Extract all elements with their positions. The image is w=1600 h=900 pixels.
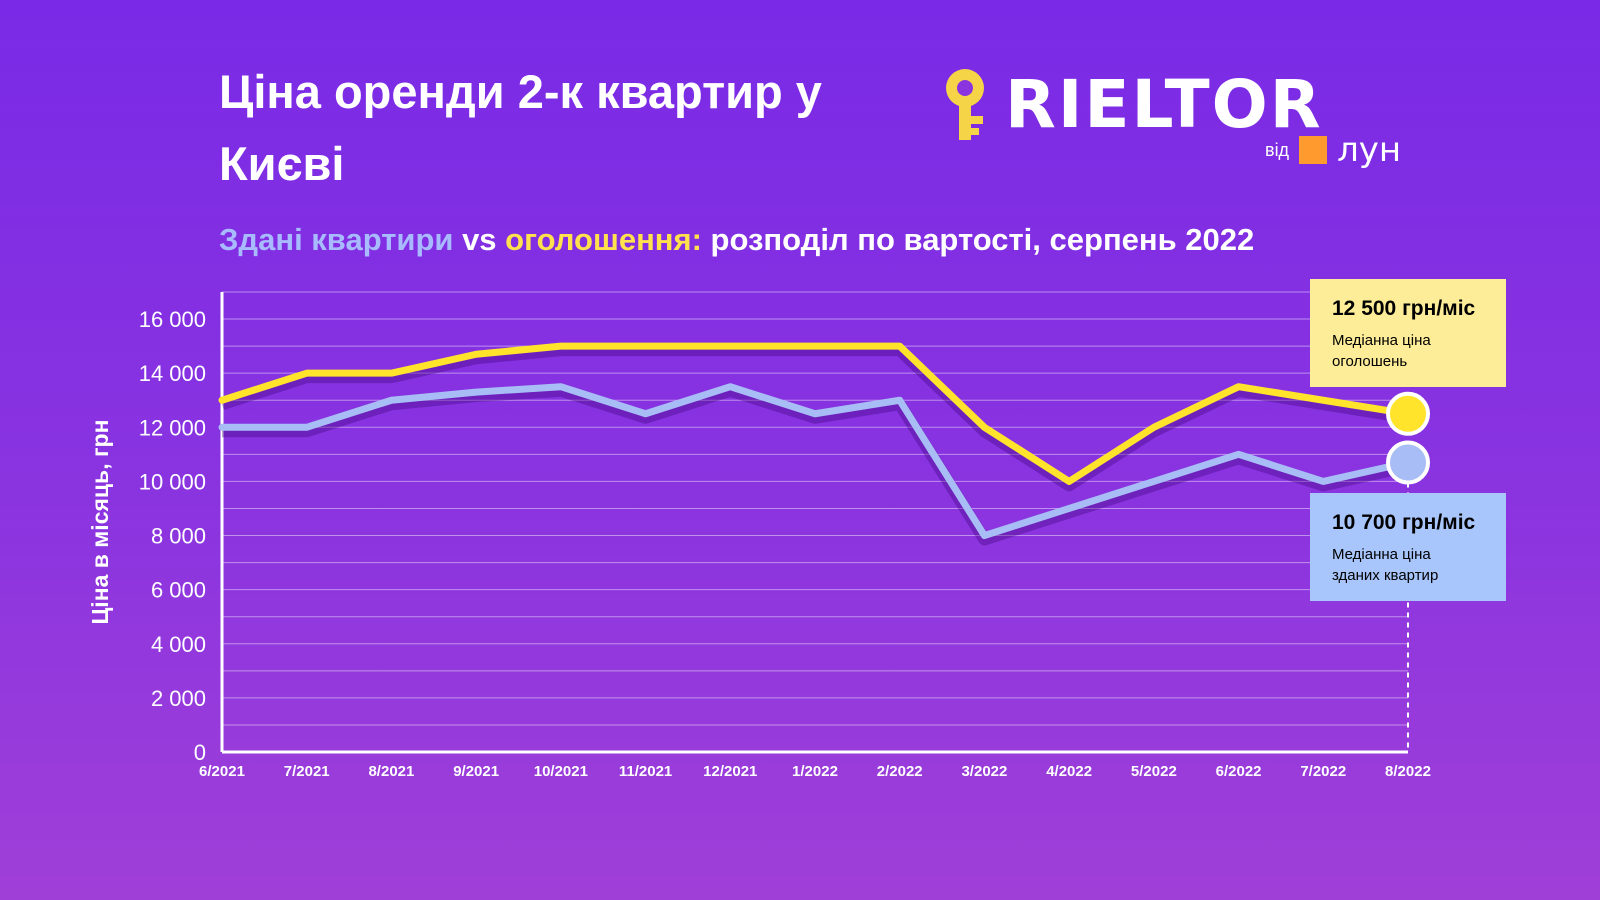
rented-line-shadow — [222, 384, 1410, 546]
chart-axes — [220, 292, 1409, 754]
x-tick-label: 1/2022 — [792, 763, 838, 780]
chart-subtitle: Здані квартири vs оголошення: розподіл п… — [219, 222, 1254, 258]
rented-line — [218, 383, 1412, 540]
x-tick-label: 4/2022 — [1046, 763, 1092, 780]
listings-median-callout: 12 500 грн/міс Медіанна ціна оголошень — [1310, 279, 1506, 387]
x-tick-label: 7/2021 — [284, 763, 330, 780]
end-markers — [1386, 391, 1430, 485]
listings-line-shadow — [220, 344, 1409, 492]
x-tick-label: 11/2021 — [619, 763, 672, 780]
x-tick-label: 8/2021 — [368, 763, 414, 780]
y-tick-labels: 0 2 000 4 000 6 000 8 000 10 000 12 000 14 000 1… — [139, 307, 206, 765]
subtitle-vs: vs — [453, 222, 506, 257]
x-tick-label: 6/2021 — [199, 763, 245, 780]
x-tick-label: 10/2021 — [534, 763, 588, 780]
listings-line-end-marker — [1386, 391, 1430, 436]
y-tick-label: 14 000 — [139, 361, 206, 386]
x-tick-label: 6/2022 — [1216, 763, 1262, 780]
rented-line-end-marker — [1386, 440, 1430, 485]
logo-wordmark: RIELTOR — [1005, 66, 1323, 143]
y-tick-label: 0 — [194, 740, 206, 765]
chart-series — [218, 342, 1412, 546]
y-tick-label: 16 000 — [139, 307, 206, 332]
listings-line — [218, 342, 1412, 485]
x-tick-label: 3/2022 — [961, 763, 1007, 780]
y-tick-label: 2 000 — [151, 686, 206, 711]
key-icon — [946, 69, 984, 140]
y-tick-label: 6 000 — [151, 578, 206, 603]
listings-median-value: 12 500 грн/міс — [1332, 297, 1476, 320]
rieltor-logo: RIELTOR від лун — [935, 60, 1415, 170]
subtitle-rented: Здані квартири — [219, 222, 454, 257]
x-tick-label: 9/2021 — [453, 763, 499, 780]
rented-median-callout: 10 700 грн/міс Медіанна ціна зданих квар… — [1310, 493, 1506, 601]
chart-grid — [222, 291, 1408, 726]
logo-lun: лун — [1337, 130, 1402, 170]
logo-subline: від лун — [1265, 130, 1401, 170]
y-tick-label: 8 000 — [151, 524, 206, 549]
rented-median-value: 10 700 грн/міс — [1332, 511, 1476, 534]
subtitle-rest: розподіл по вартості, серпень 2022 — [701, 222, 1255, 257]
page-title: Ціна оренди 2-к квартир у Києві — [219, 65, 822, 190]
x-tick-label: 5/2022 — [1131, 763, 1177, 780]
x-tick-label: 2/2022 — [877, 763, 923, 780]
listings-median-label: Медіанна ціна оголошень — [1332, 332, 1431, 370]
subtitle-listings: оголошення: — [505, 222, 702, 257]
x-tick-label: 7/2022 — [1300, 763, 1346, 780]
y-tick-label: 10 000 — [139, 469, 206, 494]
rented-median-label: Медіанна ціна зданих квартир — [1332, 546, 1439, 584]
lun-square-icon — [1299, 136, 1328, 164]
y-tick-label: 4 000 — [151, 632, 206, 657]
logo-vid: від — [1265, 139, 1290, 160]
y-tick-label: 12 000 — [139, 415, 206, 440]
x-tick-label: 8/2022 — [1385, 763, 1431, 780]
x-tick-labels: 6/2021 7/2021 8/2021 9/2021 10/2021 11/2021 12… — [199, 763, 1431, 780]
x-tick-label: 12/2021 — [703, 763, 757, 780]
y-axis-label: Ціна в місяць, грн — [87, 420, 113, 625]
